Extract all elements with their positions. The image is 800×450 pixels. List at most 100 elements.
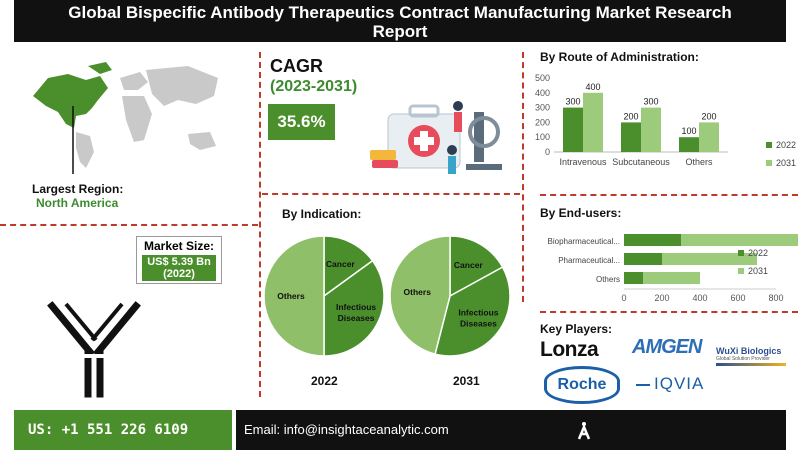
pie2031-label-0-0: Cancer — [454, 260, 484, 270]
antibody-icon — [47, 301, 141, 398]
route-label-2022-2: 100 — [681, 126, 696, 136]
pie2022-label-0-0: Cancer — [326, 259, 356, 269]
route-legend-swatch-2022 — [766, 142, 772, 148]
pie2031-label-1-0: Infectious — [458, 308, 498, 318]
end-legend-2031: 2031 — [748, 266, 768, 276]
region-value: North America — [36, 196, 119, 210]
end-legend-2022: 2022 — [748, 248, 768, 258]
endusers-bar-chart: Biopharmaceutical... Pharmaceutical... Oth… — [548, 234, 798, 303]
iqvia-logo: IQVIA — [636, 374, 704, 394]
end-xtick-0: 0 — [621, 293, 626, 303]
divider-cagr — [262, 193, 520, 195]
route-xtick-0: Intravenous — [559, 157, 607, 167]
region-label: Largest Region: — [32, 182, 124, 196]
pie2031-slice-2 — [389, 235, 451, 356]
market-size-value-line2: (2022) — [163, 268, 195, 280]
end-bar-2022-1 — [624, 253, 662, 265]
footer-email[interactable]: Email: info@insightaceanalytic.com — [244, 422, 449, 437]
route-legend-swatch-2031 — [766, 160, 772, 166]
route-ytick-3: 300 — [535, 103, 550, 113]
pie2022-slice-2 — [263, 235, 325, 357]
pie2022-label-2-0: Others — [277, 291, 305, 301]
market-size-value: US$ 5.39 Bn (2022) — [142, 255, 216, 281]
pie2031-slice-1 — [434, 266, 511, 357]
pie2022-slice-0 — [323, 235, 374, 298]
route-ytick-1: 100 — [535, 132, 550, 142]
title-line-2: Report — [372, 22, 428, 41]
pie2031-label-1-1: Diseases — [460, 319, 497, 329]
pie2022-slice-1 — [323, 259, 385, 357]
footer-phone: US: +1 551 226 6109 — [14, 410, 232, 450]
route-legend-2022: 2022 — [776, 140, 796, 150]
end-bar-2031-1 — [662, 253, 757, 265]
route-title: By Route of Administration: — [540, 50, 699, 64]
cagr-period: (2023-2031) — [270, 78, 358, 95]
key-players-title: Key Players: — [540, 322, 613, 336]
world-map-icon — [33, 62, 218, 174]
iqvia-mark-icon — [636, 383, 650, 386]
title-line-1: Global Bispecific Antibody Therapeutics … — [68, 3, 732, 22]
wuxi-tagline: Global Solution Provider — [716, 356, 770, 362]
market-size-label: Market Size: — [143, 239, 215, 253]
divider-left — [259, 52, 261, 397]
route-label-2031-2: 200 — [701, 111, 716, 121]
route-bar-2022-1 — [621, 122, 641, 152]
market-size-box: Market Size: US$ 5.39 Bn (2022) — [136, 236, 222, 284]
lonza-logo: Lonza — [540, 338, 599, 361]
route-bar-2031-0 — [583, 92, 603, 152]
end-legend-swatch-2031 — [738, 268, 744, 274]
route-xtick-1: Subcutaneous — [612, 157, 670, 167]
pie2022-label-1-1: Diseases — [338, 313, 375, 323]
end-xtick-3: 600 — [730, 293, 745, 303]
route-ytick-0: 0 — [545, 147, 550, 157]
divider-region — [0, 224, 258, 226]
end-xtick-2: 400 — [692, 293, 707, 303]
roche-logo: Roche — [544, 366, 620, 404]
market-size-value-line1: US$ 5.39 Bn — [147, 256, 211, 268]
route-bar-2031-1 — [641, 107, 661, 152]
route-bar-2022-0 — [563, 107, 583, 152]
route-ytick-5: 500 — [535, 74, 550, 83]
route-label-2031-1: 300 — [643, 97, 658, 107]
amgen-logo: AMGEN — [632, 336, 702, 358]
endusers-title: By End-users: — [540, 206, 622, 220]
pie-year-2022: 2022 — [311, 374, 338, 388]
wuxi-name: WuXi Biologics — [716, 346, 782, 356]
end-xtick-4: 800 — [768, 293, 783, 303]
brand-logo-icon — [577, 422, 591, 440]
pie2031-slice-0 — [449, 235, 504, 298]
end-ytick-1: Pharmaceutical... — [558, 256, 620, 265]
route-legend-2031: 2031 — [776, 158, 796, 168]
footer-contact: Email: info@insightaceanalytic.com — [236, 410, 786, 450]
cagr-value: 35.6% — [268, 104, 335, 140]
end-bar-2031-0 — [681, 234, 798, 246]
pie-year-2031: 2031 — [453, 374, 480, 388]
divider-route — [540, 194, 798, 196]
end-ytick-2: Others — [596, 275, 620, 284]
cagr-label: CAGR — [270, 56, 323, 76]
divider-endusers — [540, 311, 798, 313]
pie2022-label-1-0: Infectious — [336, 302, 376, 312]
route-xtick-2: Others — [685, 157, 713, 167]
end-bar-2022-0 — [624, 234, 681, 246]
route-bar-chart: 0 100 200 300 400 500 300 400 Intravenous 200 300 S… — [535, 74, 796, 168]
wuxi-logo: WuXi Biologics Global Solution Provider — [716, 346, 792, 372]
route-label-2031-0: 400 — [585, 82, 600, 92]
indication-title: By Indication: — [282, 207, 362, 221]
divider-right — [522, 52, 524, 302]
end-xtick-1: 200 — [654, 293, 669, 303]
pie2031-label-2-0: Others — [404, 287, 432, 297]
end-legend-swatch-2022 — [738, 250, 744, 256]
route-label-2022-0: 300 — [565, 97, 580, 107]
end-bar-2022-2 — [624, 272, 643, 284]
wuxi-swoosh — [716, 363, 786, 366]
route-label-2022-1: 200 — [623, 111, 638, 121]
route-bar-2031-2 — [699, 122, 719, 152]
end-ytick-0: Biopharmaceutical... — [548, 237, 620, 246]
route-ytick-2: 200 — [535, 117, 550, 127]
medical-kit-icon — [370, 101, 502, 174]
page-title: Global Bispecific Antibody Therapeutics … — [14, 0, 786, 42]
route-bar-2022-2 — [679, 137, 699, 152]
